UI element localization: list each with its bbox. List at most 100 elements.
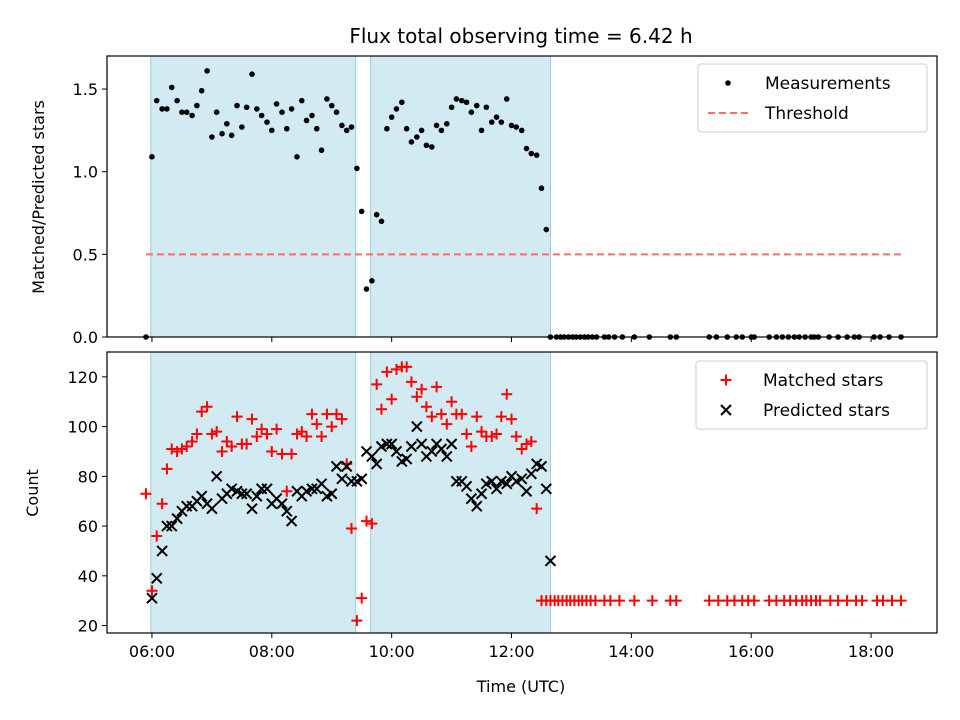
data-point bbox=[343, 127, 350, 134]
predicted-star-point bbox=[520, 485, 533, 497]
matched-star-point bbox=[251, 431, 263, 443]
data-point bbox=[194, 102, 200, 109]
top-y-axis-label: Matched/Predicted stars bbox=[29, 100, 48, 294]
predicted-star-point bbox=[426, 445, 438, 458]
data-point bbox=[239, 124, 245, 130]
matched-star-point bbox=[301, 431, 313, 443]
legend-label: Measurements bbox=[765, 74, 891, 94]
matched-star-point bbox=[491, 428, 503, 440]
y-tick-label: 1.0 bbox=[73, 163, 98, 182]
matched-star-point bbox=[420, 401, 432, 413]
matched-star-point bbox=[241, 438, 253, 450]
matched-star-point bbox=[471, 411, 483, 423]
predicted-star-point bbox=[315, 478, 328, 490]
data-point bbox=[324, 96, 330, 102]
data-point bbox=[298, 97, 305, 104]
predicted-star-point bbox=[166, 520, 178, 532]
predicted-star-point bbox=[341, 460, 353, 473]
matched-star-point bbox=[146, 585, 158, 597]
matched-star-point bbox=[311, 418, 323, 430]
observing-window-shade bbox=[150, 55, 357, 338]
predicted-star-point bbox=[151, 572, 163, 584]
legend-dot-marker bbox=[725, 80, 731, 86]
matched-star-point bbox=[316, 431, 328, 443]
matched-star-point bbox=[221, 436, 233, 448]
data-point bbox=[363, 286, 370, 292]
axes-frame bbox=[106, 351, 938, 634]
matched-star-point bbox=[331, 408, 343, 420]
matched-star-point bbox=[211, 426, 223, 438]
x-tick-label: 08:00 bbox=[249, 642, 295, 661]
predicted-star-point bbox=[306, 483, 318, 495]
matched-star-point bbox=[613, 595, 625, 607]
data-point bbox=[543, 226, 550, 233]
data-point bbox=[369, 278, 375, 284]
legend-x-marker bbox=[720, 404, 732, 416]
matched-star-point bbox=[390, 363, 402, 375]
data-point bbox=[438, 127, 445, 134]
matched-star-point bbox=[246, 413, 258, 425]
y-tick-label: 120 bbox=[67, 368, 98, 387]
data-point bbox=[463, 99, 470, 106]
matched-star-point bbox=[336, 413, 348, 425]
data-point bbox=[328, 102, 335, 109]
data-point bbox=[393, 106, 400, 112]
matched-star-point bbox=[306, 408, 318, 420]
matched-star-point bbox=[426, 411, 438, 423]
predicted-star-point bbox=[285, 515, 298, 527]
predicted-star-point bbox=[281, 505, 293, 517]
predicted-star-point bbox=[240, 488, 253, 500]
matched-star-point bbox=[628, 595, 640, 607]
data-point bbox=[258, 112, 265, 119]
y-tick-label: 0.0 bbox=[73, 328, 98, 347]
data-point bbox=[384, 125, 390, 132]
predicted-star-point bbox=[445, 438, 458, 450]
matched-star-point bbox=[381, 366, 393, 378]
matched-star-point bbox=[276, 448, 288, 460]
predicted-star-point bbox=[171, 512, 183, 525]
data-point bbox=[483, 104, 490, 111]
data-point bbox=[448, 104, 455, 111]
data-point bbox=[333, 109, 340, 115]
data-point bbox=[518, 127, 525, 134]
matched-star-point bbox=[486, 431, 498, 443]
predicted-star-point bbox=[544, 555, 557, 567]
data-point bbox=[418, 127, 425, 134]
data-point bbox=[339, 122, 345, 129]
matched-star-point bbox=[171, 445, 183, 457]
matched-star-point bbox=[166, 443, 178, 455]
data-point bbox=[354, 165, 360, 172]
predicted-star-point bbox=[195, 490, 208, 502]
y-tick-label: 1.5 bbox=[73, 80, 98, 99]
matched-star-point bbox=[296, 426, 308, 438]
matched-star-point bbox=[271, 423, 283, 435]
matched-star-point bbox=[431, 381, 443, 393]
matched-star-point bbox=[506, 413, 518, 425]
data-point bbox=[243, 104, 250, 111]
x-tick-label: 18:00 bbox=[848, 642, 894, 661]
chart-title: Flux total observing time = 6.42 h bbox=[349, 24, 692, 48]
y-tick-label: 100 bbox=[67, 418, 98, 437]
predicted-star-point bbox=[251, 490, 263, 502]
data-point bbox=[378, 218, 385, 225]
data-point bbox=[224, 120, 230, 127]
y-tick-label: 40 bbox=[78, 567, 98, 586]
matched-star-point bbox=[476, 426, 488, 438]
matched-star-point bbox=[856, 595, 868, 607]
data-point bbox=[429, 144, 435, 150]
predicted-star-point bbox=[460, 480, 473, 492]
matched-star-point bbox=[326, 421, 338, 433]
matched-star-point bbox=[321, 408, 333, 420]
matched-star-point bbox=[525, 436, 537, 448]
matched-star-point bbox=[646, 595, 658, 607]
predicted-star-point bbox=[471, 500, 483, 512]
predicted-star-point bbox=[441, 450, 453, 463]
data-point bbox=[313, 125, 320, 132]
matched-star-point bbox=[375, 403, 387, 415]
legend-label: Predicted stars bbox=[763, 401, 890, 421]
data-point bbox=[254, 106, 260, 112]
data-point bbox=[373, 211, 380, 218]
matched-star-point bbox=[401, 361, 413, 373]
data-point bbox=[174, 97, 180, 104]
